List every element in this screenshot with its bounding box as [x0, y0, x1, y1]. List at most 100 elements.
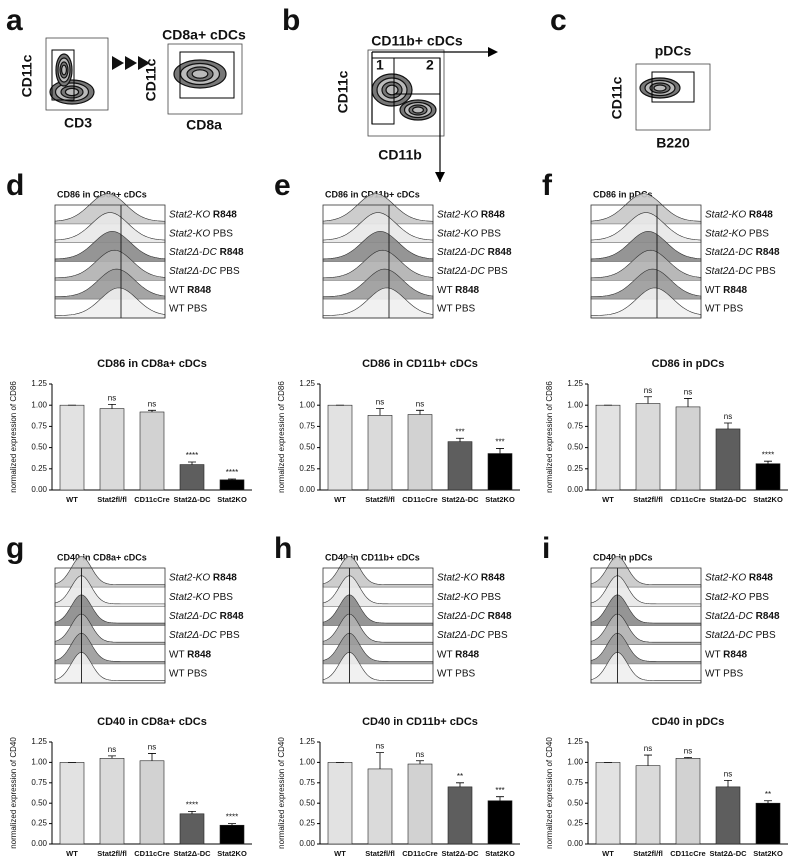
- sample-treatment: R848: [455, 284, 479, 295]
- flow-plot-frame: [635, 63, 711, 131]
- sample-treatment: R848: [749, 209, 773, 220]
- y-tick-label: 1.25: [31, 379, 47, 388]
- chart-title: CD86 in pDCs: [652, 358, 725, 370]
- sample-strain: Stat2-KO: [169, 209, 210, 220]
- bar: [219, 479, 245, 491]
- y-tick-label: 0.00: [299, 839, 315, 848]
- x-tick-label: Stat2fl/fl: [97, 849, 127, 858]
- x-tick-label: Stat2Δ-DC: [173, 495, 211, 504]
- bar: [407, 414, 433, 491]
- sample-treatment: PBS: [481, 228, 501, 239]
- sample-treatment: R848: [723, 284, 747, 295]
- bar: [327, 762, 353, 845]
- error-bar: [764, 800, 772, 804]
- arrow-head: [138, 56, 150, 70]
- histogram-frame: [590, 204, 702, 319]
- histogram-frame: [590, 567, 702, 684]
- error-bar: [376, 408, 384, 416]
- y-tick-label: 1.00: [299, 758, 315, 767]
- error-bar: [724, 422, 732, 429]
- y-tick-label: 0.50: [567, 798, 583, 807]
- sample-strain: Stat2Δ-DC: [169, 630, 218, 641]
- sample-strain: WT: [169, 284, 184, 295]
- sample-strain: Stat2-KO: [437, 572, 478, 583]
- sample-label: WT PBS: [705, 303, 743, 314]
- sample-label: Stat2Δ-DC R848: [437, 247, 512, 258]
- y-tick-label: 1.25: [567, 379, 583, 388]
- error-bar: [148, 409, 156, 412]
- histogram-curve: [54, 193, 166, 225]
- chart-title: CD40 in pDCs: [652, 716, 725, 728]
- sample-strain: WT: [705, 284, 720, 295]
- sample-strain: WT: [437, 649, 452, 660]
- sample-label: Stat2-KO PBS: [437, 228, 501, 239]
- sample-treatment: R848: [187, 649, 211, 660]
- sample-strain: WT: [169, 303, 184, 314]
- y-tick-label: 0.00: [31, 839, 47, 848]
- significance-label: ****: [226, 813, 238, 822]
- x-tick-label: Stat2fl/fl: [633, 849, 663, 858]
- error-bar: [416, 409, 424, 415]
- y-tick-label: 0.00: [31, 485, 47, 494]
- bar: [487, 453, 513, 491]
- sample-label: Stat2Δ-DC R848: [169, 611, 244, 622]
- contour: [191, 69, 209, 79]
- sample-treatment: R848: [187, 284, 211, 295]
- sample-label: WT PBS: [169, 668, 207, 679]
- sample-label: Stat2Δ-DC PBS: [169, 630, 240, 641]
- error-bar: [684, 398, 692, 407]
- sample-label: Stat2-KO PBS: [705, 591, 769, 602]
- y-axis-label: CD11c: [143, 58, 159, 101]
- y-tick-label: 0.75: [567, 422, 583, 431]
- sample-strain: Stat2Δ-DC: [705, 630, 754, 641]
- histogram-curve: [322, 287, 434, 319]
- bar: [715, 786, 741, 845]
- sample-strain: Stat2Δ-DC: [705, 266, 754, 277]
- bar: [487, 800, 513, 845]
- x-tick-label: Stat2fl/fl: [97, 495, 127, 504]
- sample-treatment: PBS: [756, 630, 776, 641]
- sample-treatment: R848: [481, 209, 505, 220]
- significance-label: ***: [495, 786, 504, 795]
- error-bar: [456, 437, 464, 442]
- panel-letter: d: [6, 169, 24, 202]
- gate: [51, 49, 75, 101]
- sample-strain: Stat2-KO: [705, 228, 746, 239]
- sample-treatment: PBS: [756, 266, 776, 277]
- histogram-curve: [54, 652, 166, 684]
- y-tick-label: 0.25: [567, 819, 583, 828]
- significance-label: ***: [455, 427, 464, 436]
- arrow-head: [435, 172, 445, 182]
- y-axis-label: normalized expression of CD86: [9, 381, 18, 493]
- sample-treatment: PBS: [723, 668, 743, 679]
- significance-label: ns: [644, 744, 652, 753]
- bar: [675, 758, 701, 845]
- y-tick-label: 1.00: [299, 400, 315, 409]
- x-tick-label: Stat2Δ-DC: [709, 495, 747, 504]
- bar: [59, 404, 85, 491]
- significance-label: ****: [226, 468, 238, 477]
- significance-label: **: [765, 790, 771, 799]
- significance-label: ns: [148, 399, 156, 408]
- sample-label: WT PBS: [705, 668, 743, 679]
- sample-strain: Stat2-KO: [437, 209, 478, 220]
- gate: [651, 71, 695, 103]
- y-axis-label: normalized expression of CD86: [545, 381, 554, 493]
- error-bar: [724, 779, 732, 787]
- x-axis-label: CD11b: [378, 147, 422, 163]
- panel-letter: f: [542, 169, 553, 202]
- x-tick-label: WT: [602, 495, 614, 504]
- sample-strain: Stat2-KO: [705, 209, 746, 220]
- histogram-title: CD40 in pDCs: [593, 552, 653, 562]
- bar: [447, 786, 473, 845]
- error-bar: [496, 448, 504, 454]
- sample-label: Stat2-KO R848: [705, 209, 773, 220]
- x-tick-label: Stat2KO: [753, 849, 783, 858]
- sample-label: WT R848: [705, 284, 748, 295]
- y-axis-label: CD11c: [19, 54, 35, 97]
- histogram-curve: [322, 268, 434, 300]
- sample-strain: Stat2Δ-DC: [169, 611, 218, 622]
- histogram-frame: [322, 567, 434, 684]
- sample-label: WT PBS: [437, 303, 475, 314]
